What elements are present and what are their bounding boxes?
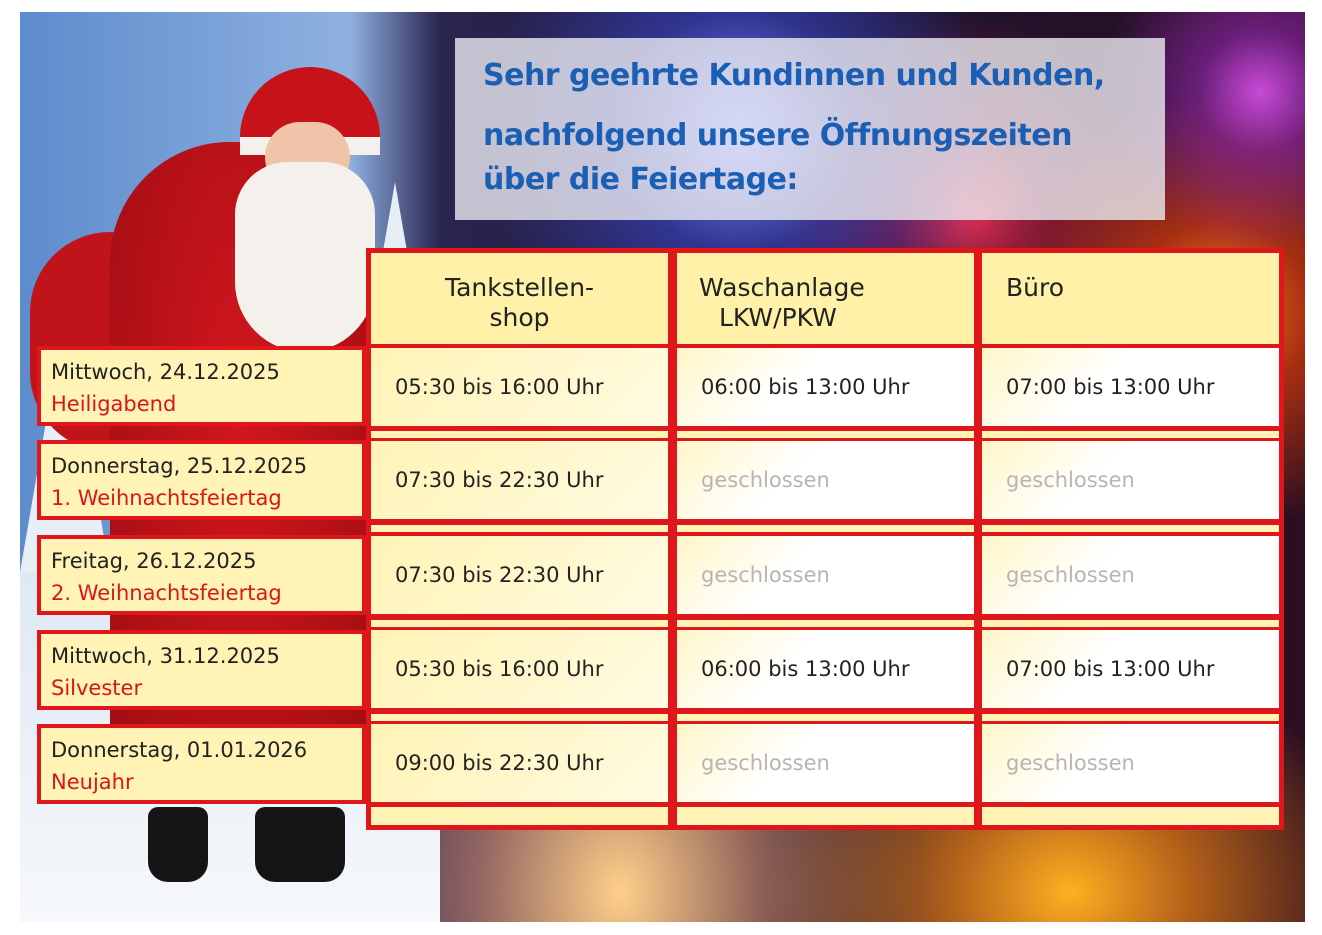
hours-text: 05:30 bis 16:00 Uhr [395,375,604,399]
hours-text: geschlossen [1006,751,1135,775]
hours-text: 07:00 bis 13:00 Uhr [1006,657,1215,681]
hours-text: 07:30 bis 22:30 Uhr [395,563,604,587]
hours-cell-shop: 05:30 bis 16:00 Uhr [371,348,668,426]
row-spacer [982,807,1279,825]
row-spacer [982,525,1279,532]
row-spacer [371,525,668,532]
hours-cell-wash: geschlossen [677,724,974,802]
row-spacer [677,525,974,532]
date-text: Donnerstag, 01.01.2026 [51,738,308,762]
row-spacer [677,714,974,721]
date-text: Freitag, 26.12.2025 [51,549,257,573]
row-spacer [677,807,974,825]
holiday-name: 2. Weihnachtsfeiertag [51,581,282,605]
row-spacer [371,431,668,438]
santa-boot [148,807,208,882]
hours-text: geschlossen [701,563,830,587]
date-label: Freitag, 26.12.2025 2. Weihnachtsfeierta… [37,535,366,615]
heading-line-3: über die Feiertage: [483,162,798,197]
header-carwash: Waschanlage LKW/PKW [677,253,974,344]
hours-cell-office: geschlossen [982,441,1279,519]
date-label: Donnerstag, 25.12.2025 1. Weihnachtsfeie… [37,440,366,520]
row-spacer [371,620,668,627]
row-spacer [982,620,1279,627]
hours-text: 05:30 bis 16:00 Uhr [395,657,604,681]
hours-text: 06:00 bis 13:00 Uhr [701,375,910,399]
hours-text: 09:00 bis 22:30 Uhr [395,751,604,775]
hours-text: 07:30 bis 22:30 Uhr [395,468,604,492]
hours-text: 06:00 bis 13:00 Uhr [701,657,910,681]
hours-cell-office: 07:00 bis 13:00 Uhr [982,630,1279,708]
header-office: Büro [982,253,1279,344]
row-spacer [371,714,668,721]
hours-cell-wash: geschlossen [677,441,974,519]
header-shop-line1: Tankstellen- [444,273,595,302]
row-spacer [677,620,974,627]
hours-text: geschlossen [701,751,830,775]
holiday-name: Neujahr [51,770,134,794]
holiday-name: 1. Weihnachtsfeiertag [51,486,282,510]
hours-text: 07:00 bis 13:00 Uhr [1006,375,1215,399]
date-label: Mittwoch, 24.12.2025 Heiligabend [37,346,366,426]
hours-text: geschlossen [1006,468,1135,492]
date-text: Mittwoch, 31.12.2025 [51,644,280,668]
santa-boot [255,807,345,882]
hours-text: geschlossen [1006,563,1135,587]
hours-text: geschlossen [701,468,830,492]
row-spacer [371,807,668,825]
row-spacer [982,431,1279,438]
hours-cell-wash: 06:00 bis 13:00 Uhr [677,348,974,426]
header-office-label: Büro [1006,273,1065,302]
holiday-name: Heiligabend [51,392,177,416]
row-spacer [982,714,1279,721]
header-shop-line2: shop [489,303,550,332]
hours-cell-shop: 09:00 bis 22:30 Uhr [371,724,668,802]
header-shop: Tankstellen-shop [371,253,668,344]
date-label: Donnerstag, 01.01.2026 Neujahr [37,724,366,804]
heading-box [455,38,1165,220]
hours-cell-shop: 07:30 bis 22:30 Uhr [371,441,668,519]
heading-line-1: Sehr geehrte Kundinnen und Kunden, [483,58,1105,93]
hours-cell-office: geschlossen [982,724,1279,802]
hours-cell-shop: 07:30 bis 22:30 Uhr [371,536,668,614]
santa-beard [235,162,375,352]
hours-cell-office: 07:00 bis 13:00 Uhr [982,348,1279,426]
heading-line-2: nachfolgend unsere Öffnungszeiten [483,118,1072,153]
date-text: Mittwoch, 24.12.2025 [51,360,280,384]
hours-cell-wash: geschlossen [677,536,974,614]
date-label: Mittwoch, 31.12.2025 Silvester [37,630,366,710]
date-text: Donnerstag, 25.12.2025 [51,454,308,478]
row-spacer [677,431,974,438]
holiday-name: Silvester [51,676,143,700]
hours-cell-office: geschlossen [982,536,1279,614]
header-carwash-line1: Waschanlage [699,273,865,302]
header-carwash-line2: LKW/PKW [719,303,837,332]
hours-cell-shop: 05:30 bis 16:00 Uhr [371,630,668,708]
hours-cell-wash: 06:00 bis 13:00 Uhr [677,630,974,708]
